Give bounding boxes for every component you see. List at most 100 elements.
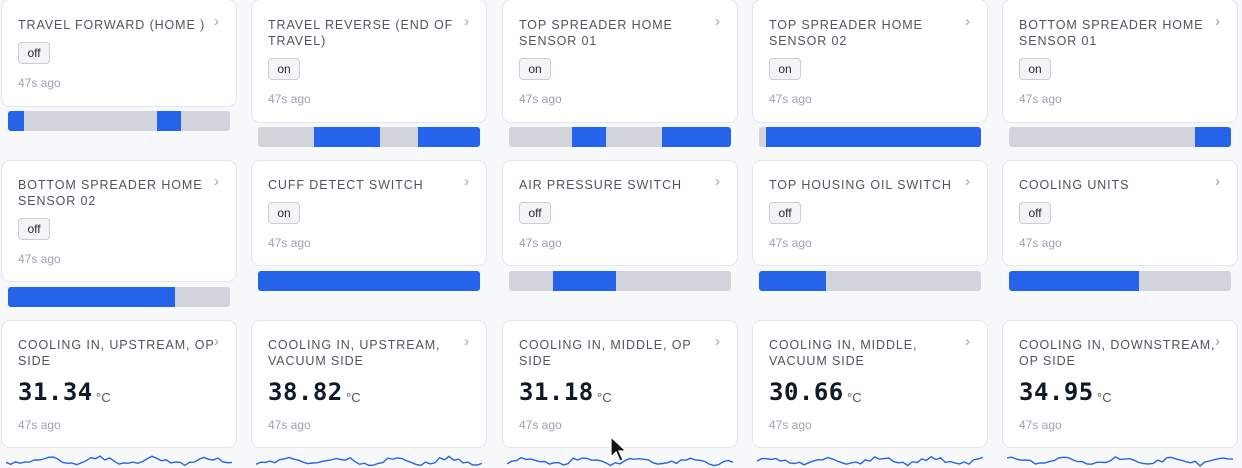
chevron-right-icon[interactable]: ›: [715, 333, 720, 350]
timeline-on-segment: [156, 111, 182, 131]
temperature-sparkline[interactable]: [6, 452, 232, 468]
sensor-title: COOLING IN, UPSTREAM, VACUUM SIDE: [268, 338, 441, 368]
timeline-on-segment: [8, 111, 24, 131]
history-timeline[interactable]: [759, 271, 981, 291]
temperature-card-cooling-in-downstream-op-side[interactable]: COOLING IN, DOWNSTREAM, OP SIDE › 34.95 °C 4…: [1002, 320, 1238, 448]
temperature-card-cooling-in-upstream-op-side[interactable]: COOLING IN, UPSTREAM, OP SIDE › 31.34 °C 47s…: [1, 320, 237, 448]
chevron-right-icon[interactable]: ›: [214, 333, 219, 350]
last-updated: 47s ago: [769, 92, 812, 106]
sparkline-path: [1007, 455, 1233, 467]
timeline-on-segment: [8, 287, 175, 307]
last-updated: 47s ago: [18, 76, 61, 90]
chevron-right-icon[interactable]: ›: [715, 173, 720, 190]
temperature-value: 31.34: [18, 378, 93, 406]
timeline-on-segment: [572, 127, 606, 147]
state-badge: off: [769, 202, 801, 224]
sparkline-path: [757, 455, 983, 467]
last-updated: 47s ago: [18, 252, 61, 266]
sensor-title: BOTTOM SPREADER HOME SENSOR 01: [1019, 18, 1204, 48]
sensor-title: TOP HOUSING OIL SWITCH: [769, 178, 952, 192]
history-timeline[interactable]: [759, 127, 981, 147]
sensor-title: TOP SPREADER HOME SENSOR 02: [769, 18, 923, 48]
chevron-right-icon[interactable]: ›: [1215, 173, 1220, 190]
chevron-right-icon[interactable]: ›: [965, 173, 970, 190]
state-badge: on: [769, 58, 801, 80]
temperature-value: 31.18: [519, 378, 594, 406]
chevron-right-icon[interactable]: ›: [214, 173, 219, 190]
state-badge: on: [1019, 58, 1051, 80]
timeline-on-segment: [553, 271, 616, 291]
last-updated: 47s ago: [18, 418, 61, 432]
temperature-value: 30.66: [769, 378, 844, 406]
sensor-card-top-spreader-home-sensor-01[interactable]: TOP SPREADER HOME SENSOR 01 › on 47s ago: [502, 0, 738, 123]
history-timeline[interactable]: [1009, 127, 1231, 147]
last-updated: 47s ago: [1019, 418, 1062, 432]
sensor-card-travel-forward-home[interactable]: TRAVEL FORWARD (HOME ) › off 47s ago: [1, 0, 237, 107]
history-timeline[interactable]: [509, 271, 731, 291]
history-timeline[interactable]: [8, 287, 230, 307]
history-timeline[interactable]: [1009, 271, 1231, 291]
chevron-right-icon[interactable]: ›: [464, 333, 469, 350]
temperature-unit: °C: [96, 390, 111, 405]
chevron-right-icon[interactable]: ›: [965, 13, 970, 30]
history-timeline[interactable]: [8, 111, 230, 131]
last-updated: 47s ago: [268, 92, 311, 106]
chevron-right-icon[interactable]: ›: [1215, 13, 1220, 30]
sensor-title: COOLING UNITS: [1019, 178, 1130, 192]
temperature-value: 34.95: [1019, 378, 1094, 406]
chevron-right-icon[interactable]: ›: [464, 13, 469, 30]
sensor-card-top-spreader-home-sensor-02[interactable]: TOP SPREADER HOME SENSOR 02 › on 47s ago: [752, 0, 988, 123]
last-updated: 47s ago: [519, 236, 562, 250]
sensor-card-travel-reverse-end-of-travel[interactable]: TRAVEL REVERSE (END OF TRAVEL) › on 47s ago: [251, 0, 487, 123]
sparkline-path: [507, 456, 733, 467]
timeline-on-segment: [1195, 127, 1231, 147]
last-updated: 47s ago: [519, 418, 562, 432]
sensor-title: COOLING IN, DOWNSTREAM, OP SIDE: [1019, 338, 1216, 368]
last-updated: 47s ago: [1019, 236, 1062, 250]
sensor-title: BOTTOM SPREADER HOME SENSOR 02: [18, 178, 203, 208]
history-timeline[interactable]: [509, 127, 731, 147]
temperature-sparkline[interactable]: [507, 452, 733, 468]
history-timeline[interactable]: [258, 271, 480, 291]
state-badge: off: [18, 218, 50, 240]
temperature-card-cooling-in-middle-op-side[interactable]: COOLING IN, MIDDLE, OP SIDE › 31.18 °C 47s a…: [502, 320, 738, 448]
timeline-on-segment: [417, 127, 480, 147]
sensor-card-cuff-detect-switch[interactable]: CUFF DETECT SWITCH › on 47s ago: [251, 160, 487, 266]
sensor-card-bottom-spreader-home-sensor-01[interactable]: BOTTOM SPREADER HOME SENSOR 01 › on 47s ago: [1002, 0, 1238, 123]
sensor-title: TOP SPREADER HOME SENSOR 01: [519, 18, 673, 48]
chevron-right-icon[interactable]: ›: [1215, 333, 1220, 350]
timeline-on-segment: [258, 271, 480, 291]
timeline-on-segment: [765, 127, 981, 147]
last-updated: 47s ago: [769, 236, 812, 250]
sensor-card-top-housing-oil-switch[interactable]: TOP HOUSING OIL SWITCH › off 47s ago: [752, 160, 988, 266]
last-updated: 47s ago: [769, 418, 812, 432]
timeline-on-segment: [1009, 271, 1139, 291]
sensor-card-air-pressure-switch[interactable]: AIR PRESSURE SWITCH › off 47s ago: [502, 160, 738, 266]
sensor-title: AIR PRESSURE SWITCH: [519, 178, 682, 192]
chevron-right-icon[interactable]: ›: [965, 333, 970, 350]
state-badge: off: [519, 202, 551, 224]
chevron-right-icon[interactable]: ›: [214, 13, 219, 30]
state-badge: off: [1019, 202, 1051, 224]
sparkline-path: [6, 455, 232, 467]
sensor-card-cooling-units[interactable]: COOLING UNITS › off 47s ago: [1002, 160, 1238, 266]
history-timeline[interactable]: [258, 127, 480, 147]
temperature-unit: °C: [847, 390, 862, 405]
sensor-title: TRAVEL REVERSE (END OF TRAVEL): [268, 18, 454, 48]
mouse-cursor-icon: [610, 436, 628, 462]
sensor-title: COOLING IN, MIDDLE, OP SIDE: [519, 338, 692, 368]
last-updated: 47s ago: [519, 92, 562, 106]
chevron-right-icon[interactable]: ›: [715, 13, 720, 30]
sensor-title: COOLING IN, MIDDLE, VACUUM SIDE: [769, 338, 918, 368]
temperature-value: 38.82: [268, 378, 343, 406]
temperature-sparkline[interactable]: [256, 452, 482, 468]
temperature-card-cooling-in-middle-vacuum-side[interactable]: COOLING IN, MIDDLE, VACUUM SIDE › 30.66 °C 4…: [752, 320, 988, 448]
timeline-on-segment: [662, 127, 731, 147]
temperature-card-cooling-in-upstream-vacuum-side[interactable]: COOLING IN, UPSTREAM, VACUUM SIDE › 38.82 °…: [251, 320, 487, 448]
temperature-unit: °C: [346, 390, 361, 405]
chevron-right-icon[interactable]: ›: [464, 173, 469, 190]
sensor-card-bottom-spreader-home-sensor-02[interactable]: BOTTOM SPREADER HOME SENSOR 02 › off 47s ag…: [1, 160, 237, 282]
temperature-sparkline[interactable]: [1007, 452, 1233, 468]
temperature-unit: °C: [597, 390, 612, 405]
temperature-sparkline[interactable]: [757, 452, 983, 468]
